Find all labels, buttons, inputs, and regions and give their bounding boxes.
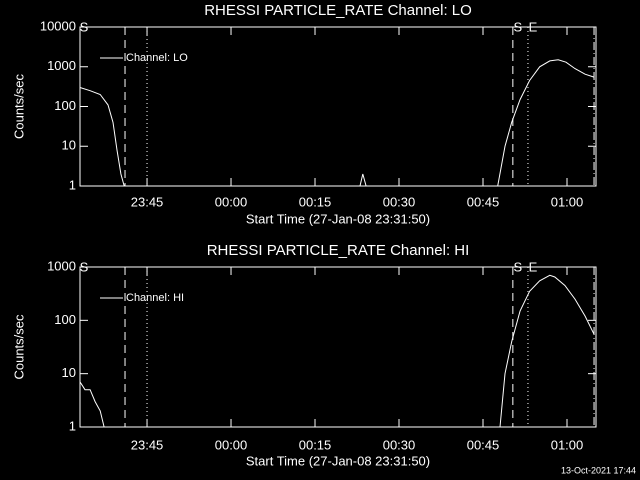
x-tick-label: 00:00 <box>215 194 248 209</box>
y-tick-label: 100 <box>54 312 76 327</box>
plot-frame <box>79 26 597 187</box>
event-marker: E <box>529 19 538 34</box>
x-tick-label: 00:15 <box>299 194 332 209</box>
x-tick-label: 00:45 <box>467 437 500 452</box>
x-tick-label: 01:00 <box>551 437 584 452</box>
event-marker: S <box>514 259 523 274</box>
x-tick-label: 01:00 <box>551 194 584 209</box>
x-tick-label: 00:00 <box>215 437 248 452</box>
event-marker: S <box>80 19 89 34</box>
legend-label: Channel: HI <box>126 292 184 304</box>
y-tick-label: 1 <box>69 418 76 433</box>
x-tick-label: 00:30 <box>383 437 416 452</box>
x-tick-label: 23:45 <box>131 194 164 209</box>
timestamp: 13-Oct-2021 17:44 <box>561 465 636 475</box>
series-line <box>79 274 595 428</box>
x-tick-label: 23:45 <box>131 437 164 452</box>
legend-label: Channel: LO <box>126 52 188 64</box>
y-tick-label: 1000 <box>47 258 76 273</box>
y-tick-label: 1000 <box>47 58 76 73</box>
x-axis-label: Start Time (27-Jan-08 23:31:50) <box>246 211 430 226</box>
event-marker: S <box>80 259 89 274</box>
y-tick-label: 10000 <box>40 18 76 33</box>
y-axis-label: Counts/sec <box>11 73 26 139</box>
y-axis-label: Counts/sec <box>11 314 26 380</box>
y-tick-label: 10 <box>62 365 76 380</box>
chart-title: RHESSI PARTICLE_RATE Channel: HI <box>207 242 470 259</box>
x-tick-label: 00:15 <box>299 437 332 452</box>
chart-title: RHESSI PARTICLE_RATE Channel: LO <box>204 2 472 19</box>
y-tick-label: 100 <box>54 98 76 113</box>
x-tick-label: 00:45 <box>467 194 500 209</box>
x-tick-label: 00:30 <box>383 194 416 209</box>
event-marker: E <box>529 259 538 274</box>
y-tick-label: 1 <box>69 177 76 192</box>
event-marker: S <box>514 19 523 34</box>
x-axis-label: Start Time (27-Jan-08 23:31:50) <box>246 453 430 468</box>
series-line <box>79 59 595 187</box>
y-tick-label: 10 <box>62 138 76 153</box>
